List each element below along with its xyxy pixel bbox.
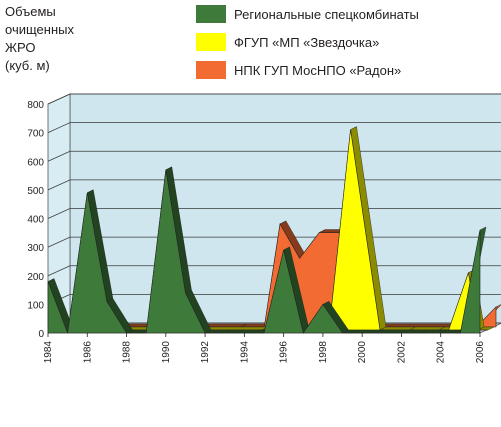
- y-tick-label: 0: [38, 329, 44, 340]
- legend-swatch-zvezdochka: [196, 33, 226, 51]
- x-tick-label: 2004: [436, 341, 447, 364]
- legend: Региональные спецкомбинаты ФГУП «МП «Зве…: [196, 5, 419, 79]
- x-axis-ticks: 1984 1986 1988 1990 1992 1994 1996 1998 2000 2002…: [43, 333, 486, 363]
- series-layer: [47, 126, 501, 334]
- legend-label-zvezdochka: ФГУП «МП «Звездочка»: [234, 35, 379, 50]
- x-tick-label: 1996: [279, 341, 290, 364]
- x-tick-label: 1992: [200, 341, 211, 364]
- gridline: [47, 93, 501, 105]
- y-tick-label: 400: [27, 215, 44, 226]
- y-axis-ticks: 0 100 200 300 400 500 600 700 800: [27, 100, 44, 340]
- y-axis-title-line: Объемы: [5, 4, 56, 19]
- series-ribbon: [342, 329, 428, 334]
- x-tick-label: 2006: [475, 341, 486, 364]
- legend-swatch-radon: [196, 61, 226, 79]
- x-tick-label: 1988: [122, 341, 133, 364]
- y-tick-label: 800: [27, 100, 44, 111]
- gridline: [47, 122, 501, 133]
- y-tick-label: 500: [27, 186, 44, 197]
- y-tick-label: 200: [27, 272, 44, 283]
- series-2: [47, 166, 487, 334]
- series-ribbon: [224, 329, 271, 334]
- x-tick-label: 1998: [318, 341, 329, 364]
- x-tick-label: 1994: [239, 341, 250, 364]
- legend-swatch-regional: [196, 5, 226, 23]
- x-tick-label: 1984: [43, 341, 54, 364]
- y-tick-label: 100: [27, 300, 44, 311]
- y-axis-title: Объемы очищенных ЖРО (куб. м): [5, 4, 74, 73]
- y-axis-title-line: ЖРО: [5, 40, 36, 55]
- x-tick-label: 2002: [396, 341, 407, 364]
- x-tick-label: 2000: [357, 341, 368, 364]
- y-tick-label: 600: [27, 157, 44, 168]
- legend-label-radon: НПК ГУП МосНПО «Радон»: [234, 63, 401, 78]
- x-tick-label: 1990: [161, 341, 172, 364]
- y-tick-label: 700: [27, 129, 44, 140]
- y-tick-label: 300: [27, 243, 44, 254]
- x-tick-label: 1986: [82, 341, 93, 364]
- y-axis-title-line: (куб. м): [5, 58, 50, 73]
- legend-label-regional: Региональные спецкомбинаты: [234, 7, 419, 22]
- y-axis-title-line: очищенных: [5, 22, 74, 37]
